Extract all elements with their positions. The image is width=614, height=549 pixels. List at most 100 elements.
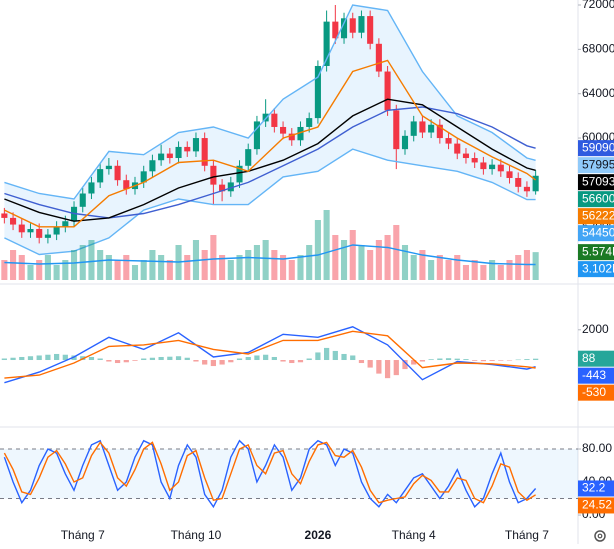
candle-body <box>454 143 461 154</box>
price-marker-label: 56600 <box>582 191 614 205</box>
macd-histogram-bar <box>297 360 304 363</box>
settings-icon[interactable] <box>594 530 606 542</box>
settings-gear <box>594 530 606 542</box>
macd-histogram-bar <box>289 360 295 364</box>
volume-bar <box>532 252 539 280</box>
y-tick-label: 80.00 <box>582 441 612 455</box>
price-marker <box>578 384 614 401</box>
volume-bar <box>358 245 365 280</box>
price-marker <box>578 191 614 208</box>
volume-bar <box>445 260 452 280</box>
x-tick-label: Tháng 7 <box>505 528 549 542</box>
volume-bar <box>1 260 8 280</box>
price-marker-label: 56222 <box>582 208 614 222</box>
candle-body <box>36 228 43 238</box>
candle-body <box>471 158 478 163</box>
candle-body <box>27 228 34 233</box>
volume-bar <box>288 260 295 280</box>
candle-body <box>158 153 165 161</box>
volume-bar <box>131 265 139 280</box>
candle-body <box>105 165 112 170</box>
candle-body <box>1 213 8 218</box>
candle-body <box>358 16 365 33</box>
candle-body <box>419 121 426 133</box>
macd-histogram-bar <box>175 356 182 361</box>
macd-histogram-bar <box>515 359 521 361</box>
macd-histogram-bar <box>236 358 243 361</box>
volume-ma-line <box>4 244 536 266</box>
candle-body <box>262 113 269 122</box>
macd-histogram-bar <box>437 358 443 361</box>
volume-bar <box>27 265 34 280</box>
candle-body <box>140 171 147 183</box>
macd-histogram-bar <box>167 356 173 361</box>
macd-histogram-bar <box>1 358 7 361</box>
volume-bar <box>410 255 417 280</box>
macd-histogram-bar <box>158 356 164 361</box>
volume-bar <box>401 245 409 280</box>
macd-histogram-bar <box>324 347 330 361</box>
macd-histogram-bar <box>88 356 95 361</box>
candle-body <box>393 110 400 150</box>
candle-body <box>149 160 156 172</box>
volume-bar <box>480 265 487 280</box>
volume-bar <box>166 260 173 280</box>
candle-body <box>323 21 330 66</box>
volume-bar <box>271 250 278 280</box>
candle-body <box>306 118 313 127</box>
candle-body <box>515 177 522 187</box>
candle-body <box>18 224 25 233</box>
volume-bar <box>114 260 121 280</box>
macd-histogram-bar <box>428 359 434 361</box>
macd-histogram-bar <box>350 355 356 361</box>
volume-bar <box>340 240 348 280</box>
volume-bar <box>384 235 391 280</box>
price-marker-label: 54450 <box>582 225 614 239</box>
volume-bar <box>97 250 104 280</box>
candle-body <box>489 164 496 170</box>
volume-bar <box>253 245 260 280</box>
price-marker <box>578 174 614 191</box>
candle-body <box>219 184 226 192</box>
volume-bar <box>323 210 330 280</box>
volume-bar <box>88 240 95 280</box>
macd-histogram-bar <box>506 360 513 361</box>
price-marker-label: 57995 <box>582 157 614 171</box>
volume-bar <box>245 250 252 280</box>
macd-histogram-bar <box>19 356 25 361</box>
candle-body <box>497 164 504 172</box>
candle-body <box>44 234 51 238</box>
indicator-line <box>4 148 536 256</box>
volume-bar <box>471 260 478 280</box>
candle-body <box>227 182 234 192</box>
volume-bar <box>70 250 78 280</box>
macd-histogram-bar <box>193 360 199 362</box>
macd-histogram-bar <box>498 360 504 361</box>
macd-histogram-bar <box>384 360 391 379</box>
candle-body <box>97 169 104 183</box>
macd-histogram-bar <box>341 353 347 361</box>
volume-bar <box>44 255 51 280</box>
volume-bar <box>201 250 208 280</box>
volume-bar <box>436 255 443 280</box>
candle-body <box>314 65 321 119</box>
volume-bar <box>419 250 426 280</box>
macd-histogram-bar <box>245 356 251 361</box>
macd-histogram-bar <box>114 360 121 364</box>
price-marker-label: 57093 <box>582 174 614 188</box>
volume-bar <box>506 260 513 280</box>
price-marker <box>578 208 614 225</box>
macd-histogram-bar <box>472 360 478 361</box>
macd-histogram-bar <box>533 358 539 361</box>
indicator-line <box>4 59 537 228</box>
price-marker-label: 59090 <box>582 140 614 154</box>
macd-histogram-bar <box>97 358 103 361</box>
candle-body <box>253 121 260 150</box>
macd-histogram-bar <box>254 355 260 361</box>
y-tick-label: 72000 <box>582 0 614 11</box>
macd-histogram-bar <box>402 360 408 370</box>
macd-histogram-bar <box>45 354 51 361</box>
macd-histogram-bar <box>54 353 60 361</box>
macd-histogram-bar <box>332 350 338 361</box>
